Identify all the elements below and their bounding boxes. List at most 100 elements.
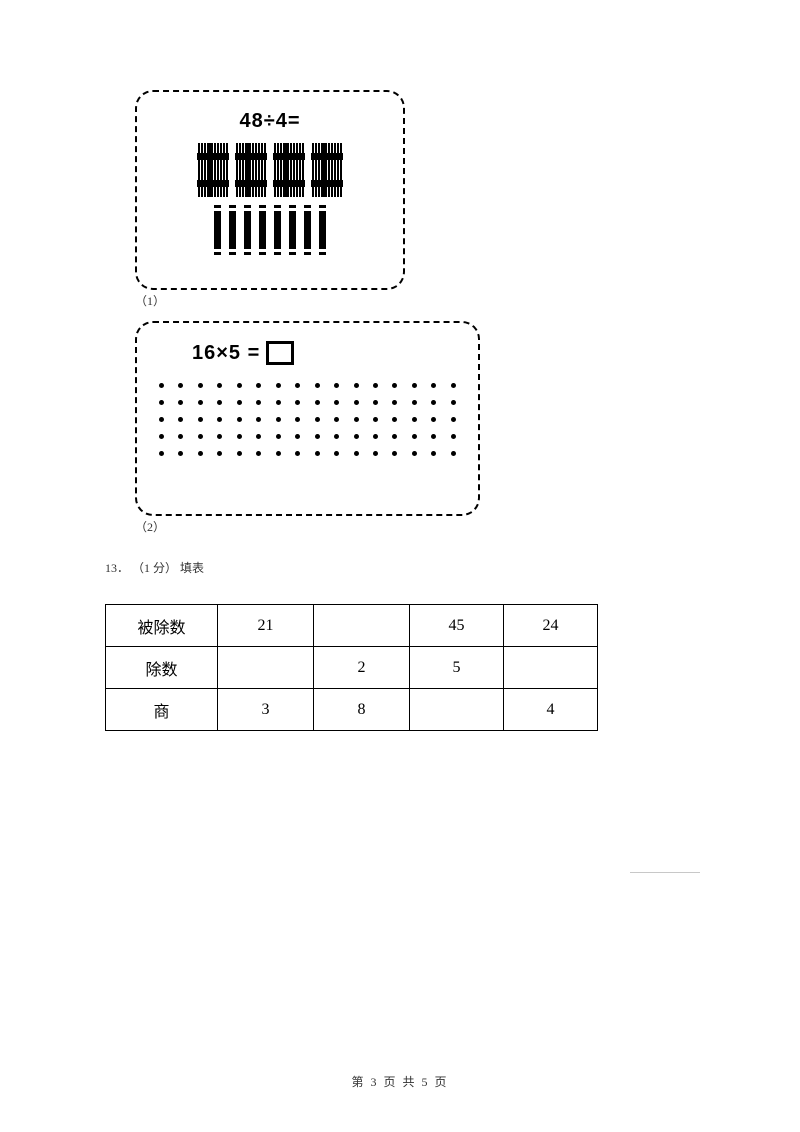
dot (451, 383, 456, 388)
row-header: 商 (106, 689, 218, 731)
table-cell: 3 (218, 689, 314, 731)
table-cell[interactable] (504, 647, 598, 689)
dot (159, 434, 164, 439)
dot (159, 417, 164, 422)
dot (354, 451, 359, 456)
dot (373, 417, 378, 422)
dot (354, 383, 359, 388)
dot (295, 400, 300, 405)
dot (451, 400, 456, 405)
dot (256, 383, 261, 388)
equation-2: 16×5 = (192, 342, 260, 365)
dot (392, 383, 397, 388)
dot (431, 451, 436, 456)
dot (237, 417, 242, 422)
single-stick (214, 205, 221, 255)
dot (412, 451, 417, 456)
equation-2-wrap: 16×5 = (192, 341, 478, 365)
stick-bundle (198, 143, 228, 197)
single-stick (319, 205, 326, 255)
dot (159, 400, 164, 405)
table-cell[interactable] (410, 689, 504, 731)
bundles-row (137, 143, 403, 197)
dot (334, 434, 339, 439)
dot (315, 383, 320, 388)
single-stick (259, 205, 266, 255)
dot (451, 417, 456, 422)
dots-area (159, 383, 456, 456)
page-footer: 第 3 页 共 5 页 (0, 1073, 800, 1090)
dot (217, 400, 222, 405)
table-row: 被除数214524 (106, 605, 598, 647)
dot (256, 434, 261, 439)
single-stick (274, 205, 281, 255)
dot (256, 417, 261, 422)
dot (217, 451, 222, 456)
stick-bundle (236, 143, 266, 197)
dot (256, 400, 261, 405)
dot (451, 434, 456, 439)
dot (178, 400, 183, 405)
dot (178, 383, 183, 388)
dot (276, 417, 281, 422)
figure-1-box: 48÷4= (135, 90, 405, 290)
stick-bundle (274, 143, 304, 197)
dot (431, 417, 436, 422)
q13-title: 填表 (180, 561, 204, 575)
dot (295, 417, 300, 422)
dots-row (159, 417, 456, 422)
dot (178, 451, 183, 456)
dot (354, 400, 359, 405)
dot (295, 434, 300, 439)
dot (217, 383, 222, 388)
dot (256, 451, 261, 456)
dot (315, 451, 320, 456)
dot (237, 434, 242, 439)
equation-1: 48÷4= (137, 110, 403, 133)
dot (276, 434, 281, 439)
dot (237, 383, 242, 388)
dot (198, 434, 203, 439)
figure-1-label: （1） (135, 292, 695, 309)
dot (315, 434, 320, 439)
dot (373, 451, 378, 456)
dot (237, 400, 242, 405)
dot (295, 451, 300, 456)
table-cell[interactable] (218, 647, 314, 689)
dot (412, 434, 417, 439)
dot (217, 417, 222, 422)
dot (412, 417, 417, 422)
dot (198, 451, 203, 456)
single-stick (229, 205, 236, 255)
dot (276, 451, 281, 456)
stick-bundle (312, 143, 342, 197)
table-cell: 21 (218, 605, 314, 647)
table-cell[interactable] (314, 605, 410, 647)
dot (334, 383, 339, 388)
table-cell: 4 (504, 689, 598, 731)
row-header: 除数 (106, 647, 218, 689)
dot (392, 451, 397, 456)
table-cell: 45 (410, 605, 504, 647)
faint-rule (630, 872, 700, 873)
dot (237, 451, 242, 456)
answer-blank-box[interactable] (266, 341, 294, 365)
dots-row (159, 451, 456, 456)
dot (295, 383, 300, 388)
dot (451, 451, 456, 456)
dot (159, 383, 164, 388)
row-header: 被除数 (106, 605, 218, 647)
question-13-heading: 13． （1 分） 填表 (105, 559, 695, 576)
dots-row (159, 400, 456, 405)
single-stick (304, 205, 311, 255)
dot (392, 434, 397, 439)
division-table: 被除数214524除数25商384 (105, 604, 598, 731)
dot (334, 400, 339, 405)
dot (392, 417, 397, 422)
table-cell: 5 (410, 647, 504, 689)
dot (178, 417, 183, 422)
dot (354, 434, 359, 439)
dot (217, 434, 222, 439)
dot (373, 400, 378, 405)
dot (315, 417, 320, 422)
